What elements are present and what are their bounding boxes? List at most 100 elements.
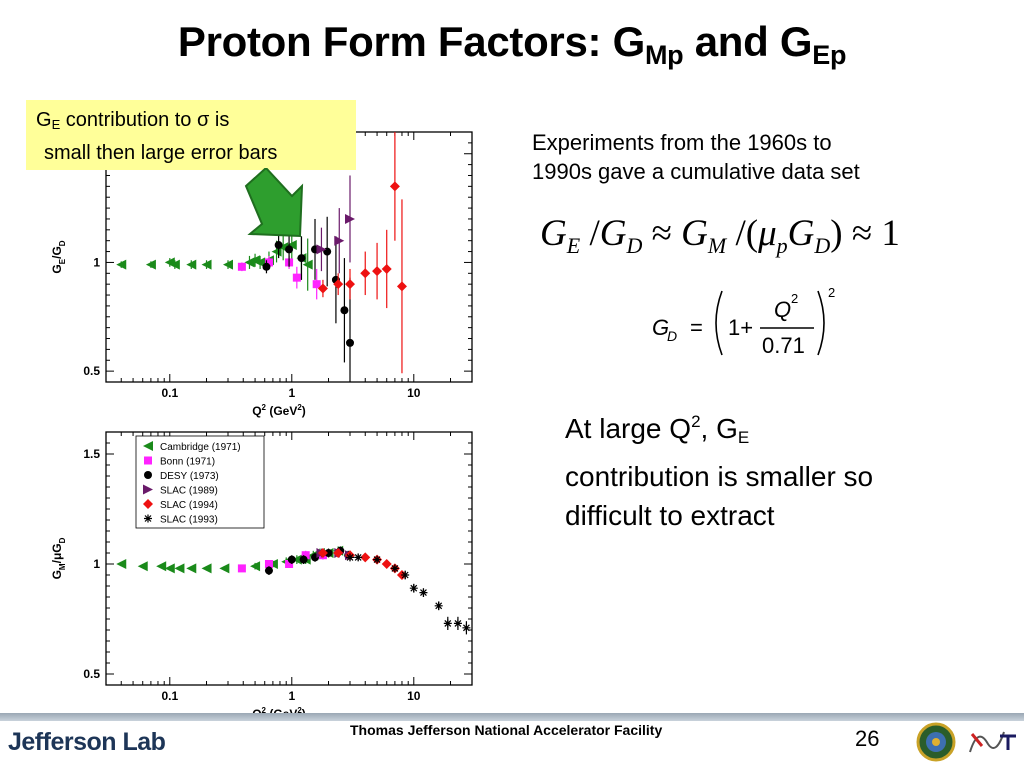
data-point [389, 181, 400, 192]
footer-text: Thomas Jefferson National Accelerator Fa… [350, 722, 663, 738]
chart-legend: Cambridge (1971) Bonn (1971) DESY (1973) SL… [135, 435, 265, 529]
x-minor-ticks [105, 432, 473, 685]
callout-line-1: GE contribution to σ is [36, 109, 230, 132]
x-tick-label: 1 [288, 386, 295, 400]
x-tick-label: 0.1 [161, 689, 178, 703]
y-tick-label: 1 [93, 255, 100, 269]
svg-text:D: D [667, 328, 677, 344]
data-point [360, 552, 371, 563]
large-q-line-2: contribution is smaller so [565, 461, 874, 492]
data-point [381, 263, 392, 274]
data-point [299, 555, 308, 564]
x-tick-label: 10 [407, 386, 421, 400]
data-point [291, 554, 302, 565]
data-point [443, 619, 452, 628]
data-point [360, 268, 371, 279]
callout-line-2: small then large error bars [44, 142, 278, 164]
data-point [345, 279, 355, 290]
data-point [164, 563, 175, 574]
data-point [201, 259, 212, 270]
experiments-line-1: Experiments from the 1960s to [532, 130, 832, 155]
data-point [285, 245, 294, 254]
data-point [137, 561, 148, 572]
data-point [174, 563, 185, 574]
svg-text:1+: 1+ [728, 315, 753, 340]
large-q-text: At large Q2, GE contribution is smaller … [565, 402, 985, 535]
data-point [312, 280, 321, 289]
data-point [345, 213, 355, 224]
data-point [373, 555, 382, 564]
legend-marker [144, 456, 152, 465]
legend-marker [144, 471, 152, 479]
data-point [264, 566, 273, 575]
data-point [334, 235, 345, 246]
x-tick-label: 10 [407, 689, 421, 703]
green-arrow-icon [244, 168, 304, 238]
data-point [274, 241, 283, 250]
svg-text:0.71: 0.71 [762, 333, 805, 358]
legend-label: Cambridge (1971) [160, 442, 241, 453]
data-point [186, 259, 197, 270]
doe-seal-icon [916, 722, 956, 762]
jsa-logo-icon [969, 731, 1016, 753]
y-axis-label: GM/μGD [50, 537, 67, 579]
svg-text:2: 2 [791, 291, 798, 306]
data-point [346, 553, 354, 562]
x-tick-label: 1 [288, 689, 295, 703]
callout-box: GE contribution to σ is small then large… [26, 100, 356, 170]
series-slac1994 [317, 132, 407, 374]
footer-bar [0, 713, 1024, 721]
x-axis-label: Q2 (GeV2) [252, 403, 306, 418]
data-point [169, 259, 180, 270]
data-point [237, 564, 246, 573]
y-tick-label: 0.5 [83, 364, 100, 378]
y-minor-ticks [106, 442, 472, 686]
data-point [434, 601, 443, 610]
data-point [317, 283, 328, 294]
legend-marker [144, 514, 152, 523]
svg-text:2: 2 [828, 285, 835, 300]
data-point [317, 548, 328, 558]
plot-frame [105, 431, 473, 686]
data-point [186, 563, 197, 574]
legend-marker [143, 499, 153, 509]
data-point [462, 623, 471, 632]
data-point [264, 560, 273, 568]
legend-label: DESY (1973) [160, 471, 219, 482]
data-point [316, 244, 327, 255]
data-point [292, 273, 301, 282]
data-point [346, 338, 354, 347]
data-point [116, 259, 127, 270]
data-point [285, 560, 294, 568]
data-point [219, 563, 230, 574]
legend-marker [143, 441, 153, 451]
legend-marker [143, 484, 153, 495]
ratio-formula: GE /GD ≈ GM /(μpGD) ≈ 1 [540, 213, 900, 258]
data-point [201, 563, 212, 574]
large-q-line-1: At large Q2, GE [565, 412, 750, 447]
data-point [301, 551, 310, 560]
data-point [287, 555, 296, 564]
y-tick-label: 1 [93, 557, 100, 571]
data-point [297, 254, 306, 263]
gd-formula: G D = 1+ Q 2 0.71 2 [652, 285, 835, 358]
data-point [409, 584, 418, 593]
y-minor-ticks [106, 142, 472, 383]
data-point [223, 259, 233, 270]
slide-title: Proton Form Factors: GMp and GEp [177, 18, 847, 70]
data-point [250, 561, 261, 572]
jefferson-lab-logo: Jefferson Lab [8, 728, 166, 756]
data-point [372, 266, 383, 277]
data-point [264, 258, 273, 267]
series-slac1993 [346, 553, 471, 635]
data-point [324, 549, 333, 557]
series-slac1989 [316, 175, 355, 274]
data-point [302, 259, 313, 270]
experiments-line-2: 1990s gave a cumulative data set [532, 159, 860, 184]
x-tick-label: 0.1 [161, 386, 178, 400]
data-point [156, 561, 167, 572]
svg-text:=: = [690, 315, 703, 340]
data-point [354, 553, 363, 562]
slide-number: 26 [855, 726, 880, 751]
